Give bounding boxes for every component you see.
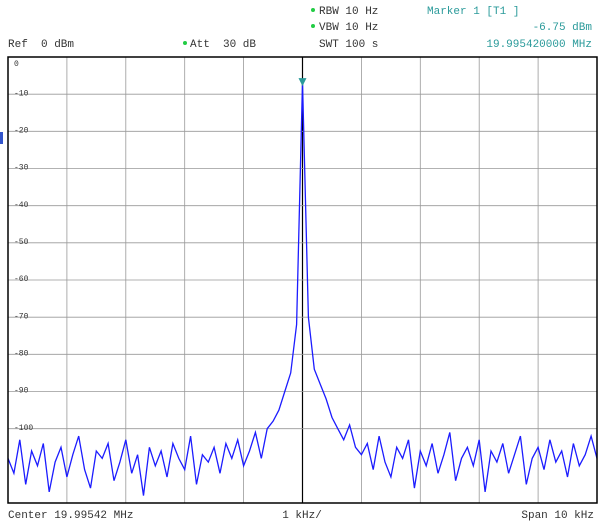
center-frequency: Center 19.99542 MHz xyxy=(8,510,133,522)
rbw: RBW 10 Hz xyxy=(319,6,378,18)
side-indicator xyxy=(0,132,3,144)
y-tick-label: -70 xyxy=(14,312,29,321)
setting-flag xyxy=(311,8,315,12)
y-tick-label: -10 xyxy=(14,89,29,98)
y-tick-label: -90 xyxy=(14,387,29,396)
marker-label: Marker 1 [T1 ] xyxy=(427,6,519,18)
plot-border xyxy=(7,56,598,504)
setting-flag xyxy=(311,24,315,28)
y-tick-label: -60 xyxy=(14,275,29,284)
marker-level: -6.75 dBm xyxy=(533,22,593,34)
ref-level: Ref 0 dBm xyxy=(8,39,74,51)
y-tick-label: -50 xyxy=(14,238,29,247)
marker-frequency: 19.995420000 MHz xyxy=(486,39,592,51)
division: 1 kHz/ xyxy=(282,510,322,522)
span: Span 10 kHz xyxy=(521,510,594,522)
marker xyxy=(298,78,307,87)
y-tick-label: -30 xyxy=(14,164,29,173)
sweep-time: SWT 100 s xyxy=(319,39,378,51)
y-tick-label: -40 xyxy=(14,201,29,210)
vbw: VBW 10 Hz xyxy=(319,22,378,34)
y-tick-label: -20 xyxy=(14,126,29,135)
y-tick-label: 0 xyxy=(14,60,19,69)
attenuation: Att 30 dB xyxy=(190,39,256,51)
y-tick-label: -100 xyxy=(14,424,33,433)
plot-area: 0 -10 -20 -30 -40 -50 -60 -70 -80 -90 -100 xyxy=(7,56,598,503)
y-tick-label: -80 xyxy=(14,349,29,358)
setting-flag xyxy=(183,41,187,45)
